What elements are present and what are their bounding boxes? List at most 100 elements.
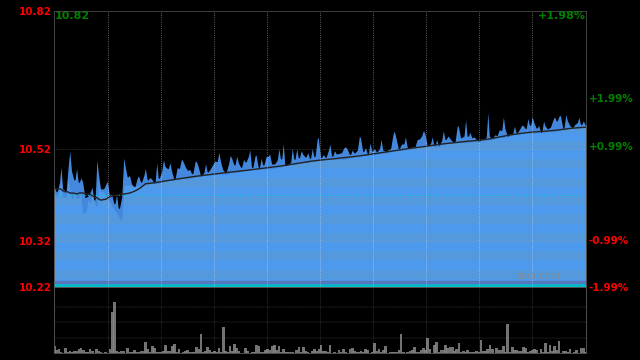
Bar	[415, 352, 418, 353]
Bar	[451, 347, 454, 353]
Bar	[95, 349, 98, 353]
Bar	[311, 351, 314, 353]
Bar	[80, 347, 83, 353]
Bar	[422, 347, 425, 353]
Bar	[54, 278, 586, 287]
Text: +1.98%: +1.98%	[538, 11, 586, 21]
Bar	[76, 351, 78, 353]
Bar	[371, 352, 374, 353]
Bar	[54, 103, 586, 112]
Bar	[54, 29, 586, 39]
Bar	[489, 345, 492, 353]
Bar	[253, 352, 256, 353]
Bar	[480, 340, 483, 353]
Bar	[575, 350, 578, 353]
Bar	[71, 352, 74, 353]
Bar	[175, 352, 178, 353]
Bar	[157, 352, 160, 353]
Bar	[156, 352, 158, 353]
Bar	[278, 346, 280, 353]
Bar	[54, 11, 586, 20]
Bar	[162, 351, 164, 353]
Bar	[471, 352, 474, 353]
Bar	[342, 349, 345, 353]
Text: sina.com: sina.com	[516, 271, 561, 281]
Bar	[413, 347, 416, 353]
Bar	[54, 48, 586, 57]
Bar	[460, 352, 463, 353]
Bar	[84, 352, 87, 353]
Bar	[54, 213, 586, 222]
Bar	[54, 250, 586, 260]
Bar	[213, 351, 216, 353]
Bar	[382, 350, 385, 353]
Bar	[97, 351, 100, 353]
Bar	[584, 352, 587, 353]
Bar	[320, 345, 323, 353]
Bar	[453, 351, 456, 353]
Bar	[73, 351, 76, 353]
Bar	[82, 350, 84, 353]
Bar	[544, 343, 547, 353]
Bar	[54, 186, 586, 195]
Bar	[513, 351, 516, 353]
Bar	[509, 352, 511, 353]
Bar	[326, 351, 329, 353]
Bar	[246, 351, 249, 353]
Bar	[222, 327, 225, 353]
Bar	[198, 350, 200, 353]
Bar	[55, 350, 58, 353]
Bar	[269, 350, 271, 353]
Text: 10.82: 10.82	[54, 11, 90, 21]
Bar	[289, 352, 291, 353]
Bar	[237, 351, 240, 353]
Bar	[424, 350, 427, 353]
Bar	[447, 348, 449, 353]
Bar	[433, 345, 436, 353]
Bar	[54, 269, 586, 278]
Bar	[244, 348, 247, 353]
Bar	[411, 350, 413, 353]
Bar	[393, 352, 396, 353]
Bar	[582, 348, 585, 353]
Bar	[473, 352, 476, 353]
Bar	[284, 352, 287, 353]
Bar	[164, 345, 167, 353]
Bar	[340, 352, 342, 353]
Bar	[182, 352, 184, 353]
Bar	[440, 350, 442, 353]
Bar	[522, 347, 525, 353]
Bar	[300, 352, 303, 353]
Bar	[118, 352, 120, 353]
Bar	[275, 350, 278, 353]
Bar	[115, 351, 118, 353]
Bar	[54, 176, 586, 186]
Bar	[456, 349, 458, 353]
Bar	[462, 351, 465, 353]
Bar	[391, 352, 394, 353]
Bar	[169, 351, 172, 353]
Bar	[200, 334, 202, 353]
Bar	[184, 351, 187, 353]
Bar	[329, 346, 332, 353]
Bar	[227, 352, 229, 353]
Bar	[388, 352, 391, 353]
Bar	[148, 352, 151, 353]
Bar	[396, 352, 398, 353]
Bar	[409, 351, 412, 353]
Bar	[211, 352, 214, 353]
Bar	[264, 350, 267, 353]
Bar	[260, 352, 262, 353]
Bar	[54, 140, 586, 149]
Bar	[88, 349, 92, 353]
Bar	[360, 351, 362, 353]
Bar	[298, 347, 300, 353]
Bar	[313, 349, 316, 353]
Bar	[122, 351, 125, 353]
Bar	[467, 350, 469, 353]
Bar	[502, 346, 505, 353]
Bar	[484, 351, 487, 353]
Bar	[129, 352, 131, 353]
Bar	[569, 349, 572, 353]
Bar	[233, 344, 236, 353]
